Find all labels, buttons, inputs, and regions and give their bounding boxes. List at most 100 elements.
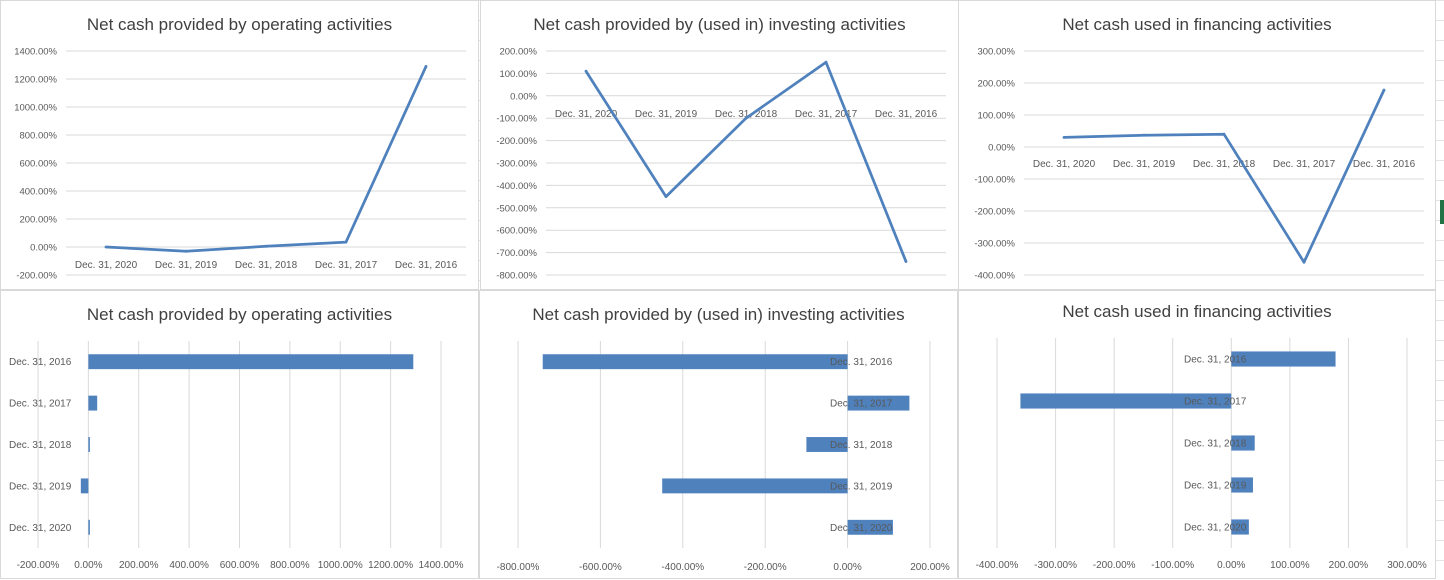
y-tick-label: 1000.00%	[14, 103, 57, 114]
chart-investing-bar[interactable]: Net cash provided by (used in) investing…	[479, 290, 958, 579]
y-tick-label: -800.00%	[496, 271, 537, 282]
data-bar	[1231, 477, 1253, 493]
y-tick-label: -500.00%	[496, 203, 537, 214]
data-bar	[80, 478, 89, 494]
y-tick-label: 1400.00%	[14, 47, 57, 58]
x-tick-label: Dec. 31, 2018	[1193, 159, 1256, 170]
y-tick-label: 100.00%	[499, 69, 537, 80]
category-label: Dec. 31, 2018	[830, 440, 893, 451]
category-label: Dec. 31, 2018	[9, 440, 72, 451]
y-tick-label: 0.00%	[988, 143, 1015, 154]
category-label: Dec. 31, 2019	[9, 481, 72, 492]
y-tick-label: -400.00%	[974, 271, 1015, 282]
data-bar	[88, 437, 90, 452]
category-label: Dec. 31, 2020	[9, 523, 72, 534]
chart-operating-bar[interactable]: Net cash provided by operating activitie…	[0, 290, 479, 579]
x-tick-label: 200.00%	[119, 560, 159, 571]
data-bar	[662, 478, 848, 494]
financing-line-plot: -400.00% -300.00% -200.00% -100.00% 0.00% 100…	[974, 47, 1424, 282]
category-label: Dec. 31, 2016	[830, 357, 893, 368]
selected-cell-marker	[1440, 200, 1444, 224]
chart-financing-bar[interactable]: Net cash used in financing activities -4…	[958, 290, 1436, 579]
x-tick-label: Dec. 31, 2019	[635, 109, 698, 120]
chart-title: Net cash provided by (used in) investing…	[533, 15, 906, 34]
x-tick-label: -400.00%	[976, 560, 1019, 571]
x-tick-label: 600.00%	[220, 560, 260, 571]
x-tick-label: Dec. 31, 2016	[395, 260, 458, 271]
x-tick-label: 1000.00%	[318, 560, 363, 571]
x-tick-label: -200.00%	[17, 560, 60, 571]
y-tick-label: -300.00%	[974, 239, 1015, 250]
data-point	[1062, 136, 1066, 139]
x-tick-label: 0.00%	[74, 560, 102, 571]
x-tick-label: 200.00%	[1329, 560, 1369, 571]
data-point	[1222, 132, 1226, 136]
x-tick-label: Dec. 31, 2018	[715, 109, 778, 120]
x-tick-label: Dec. 31, 2017	[795, 109, 858, 120]
data-point	[584, 69, 588, 73]
data-bar	[847, 395, 910, 411]
data-point	[1302, 260, 1306, 264]
operating-bar-plot: -200.00% 0.00% 200.00% 400.00% 600.00% 800.00…	[9, 341, 464, 571]
y-tick-label: -100.00%	[974, 175, 1015, 186]
data-point	[264, 244, 268, 248]
chart-operating-line[interactable]: Net cash provided by operating activitie…	[0, 0, 479, 290]
y-tick-label: -200.00%	[974, 207, 1015, 218]
data-point	[344, 240, 348, 244]
x-tick-label: 1200.00%	[368, 560, 413, 571]
y-tick-label: -700.00%	[496, 248, 537, 259]
x-tick-label: Dec. 31, 2017	[315, 260, 378, 271]
y-tick-label: 0.00%	[510, 91, 537, 102]
y-tick-label: -100.00%	[496, 114, 537, 125]
x-tick-label: -300.00%	[1034, 560, 1077, 571]
data-bar	[88, 519, 90, 535]
x-tick-label: 0.00%	[833, 562, 861, 573]
chart-title: Net cash used in financing activities	[1062, 302, 1332, 321]
chart-title: Net cash provided by operating activitie…	[86, 305, 393, 324]
data-point	[104, 245, 108, 249]
x-tick-label: 100.00%	[1270, 560, 1310, 571]
category-label: Dec. 31, 2019	[1184, 481, 1247, 492]
investing-bar-plot: -800.00% -600.00% -400.00% -200.00% 0.00% 200…	[497, 341, 950, 573]
chart-investing-line[interactable]: Net cash provided by (used in) investing…	[480, 0, 959, 290]
x-tick-label: 400.00%	[169, 560, 209, 571]
x-tick-label: Dec. 31, 2016	[875, 109, 938, 120]
data-point	[664, 195, 668, 199]
data-point	[824, 60, 828, 64]
x-tick-label: 800.00%	[270, 560, 310, 571]
data-point	[744, 116, 748, 120]
x-tick-label: Dec. 31, 2020	[1033, 159, 1096, 170]
data-bar	[88, 395, 98, 411]
data-line	[105, 65, 428, 253]
data-point	[1382, 88, 1386, 92]
financing-bar-plot: -400.00% -300.00% -200.00% -100.00% 0.00% 100…	[976, 338, 1427, 571]
y-tick-label: 200.00%	[977, 79, 1015, 90]
y-tick-label: 1200.00%	[14, 75, 57, 86]
data-bar	[542, 354, 848, 370]
x-tick-label: -400.00%	[661, 562, 704, 573]
x-tick-label: 200.00%	[910, 562, 950, 573]
data-line	[584, 60, 908, 263]
y-tick-label: -300.00%	[496, 159, 537, 170]
y-tick-label: 400.00%	[19, 187, 57, 198]
y-tick-label: -200.00%	[496, 136, 537, 147]
y-tick-label: 200.00%	[499, 47, 537, 58]
x-tick-label: Dec. 31, 2017	[1273, 159, 1336, 170]
y-tick-label: -200.00%	[16, 271, 57, 282]
data-bar	[88, 354, 414, 370]
category-label: Dec. 31, 2018	[1184, 439, 1247, 450]
y-tick-label: 600.00%	[19, 159, 57, 170]
category-label: Dec. 31, 2020	[1184, 523, 1247, 534]
chart-title: Net cash provided by operating activitie…	[86, 15, 393, 34]
category-label: Dec. 31, 2017	[830, 399, 893, 410]
operating-line-plot: -200.00% 0.00% 200.00% 400.00% 600.00% 800.00…	[14, 47, 466, 282]
x-tick-label: Dec. 31, 2018	[235, 260, 298, 271]
category-label: Dec. 31, 2016	[1184, 355, 1247, 366]
chart-financing-line[interactable]: Net cash used in financing activities -4…	[958, 0, 1436, 290]
y-tick-label: -600.00%	[496, 226, 537, 237]
x-tick-label: -200.00%	[744, 562, 787, 573]
y-tick-label: 300.00%	[977, 47, 1015, 58]
data-line	[1063, 89, 1386, 264]
y-tick-label: -400.00%	[496, 181, 537, 192]
data-bar	[1231, 435, 1255, 451]
